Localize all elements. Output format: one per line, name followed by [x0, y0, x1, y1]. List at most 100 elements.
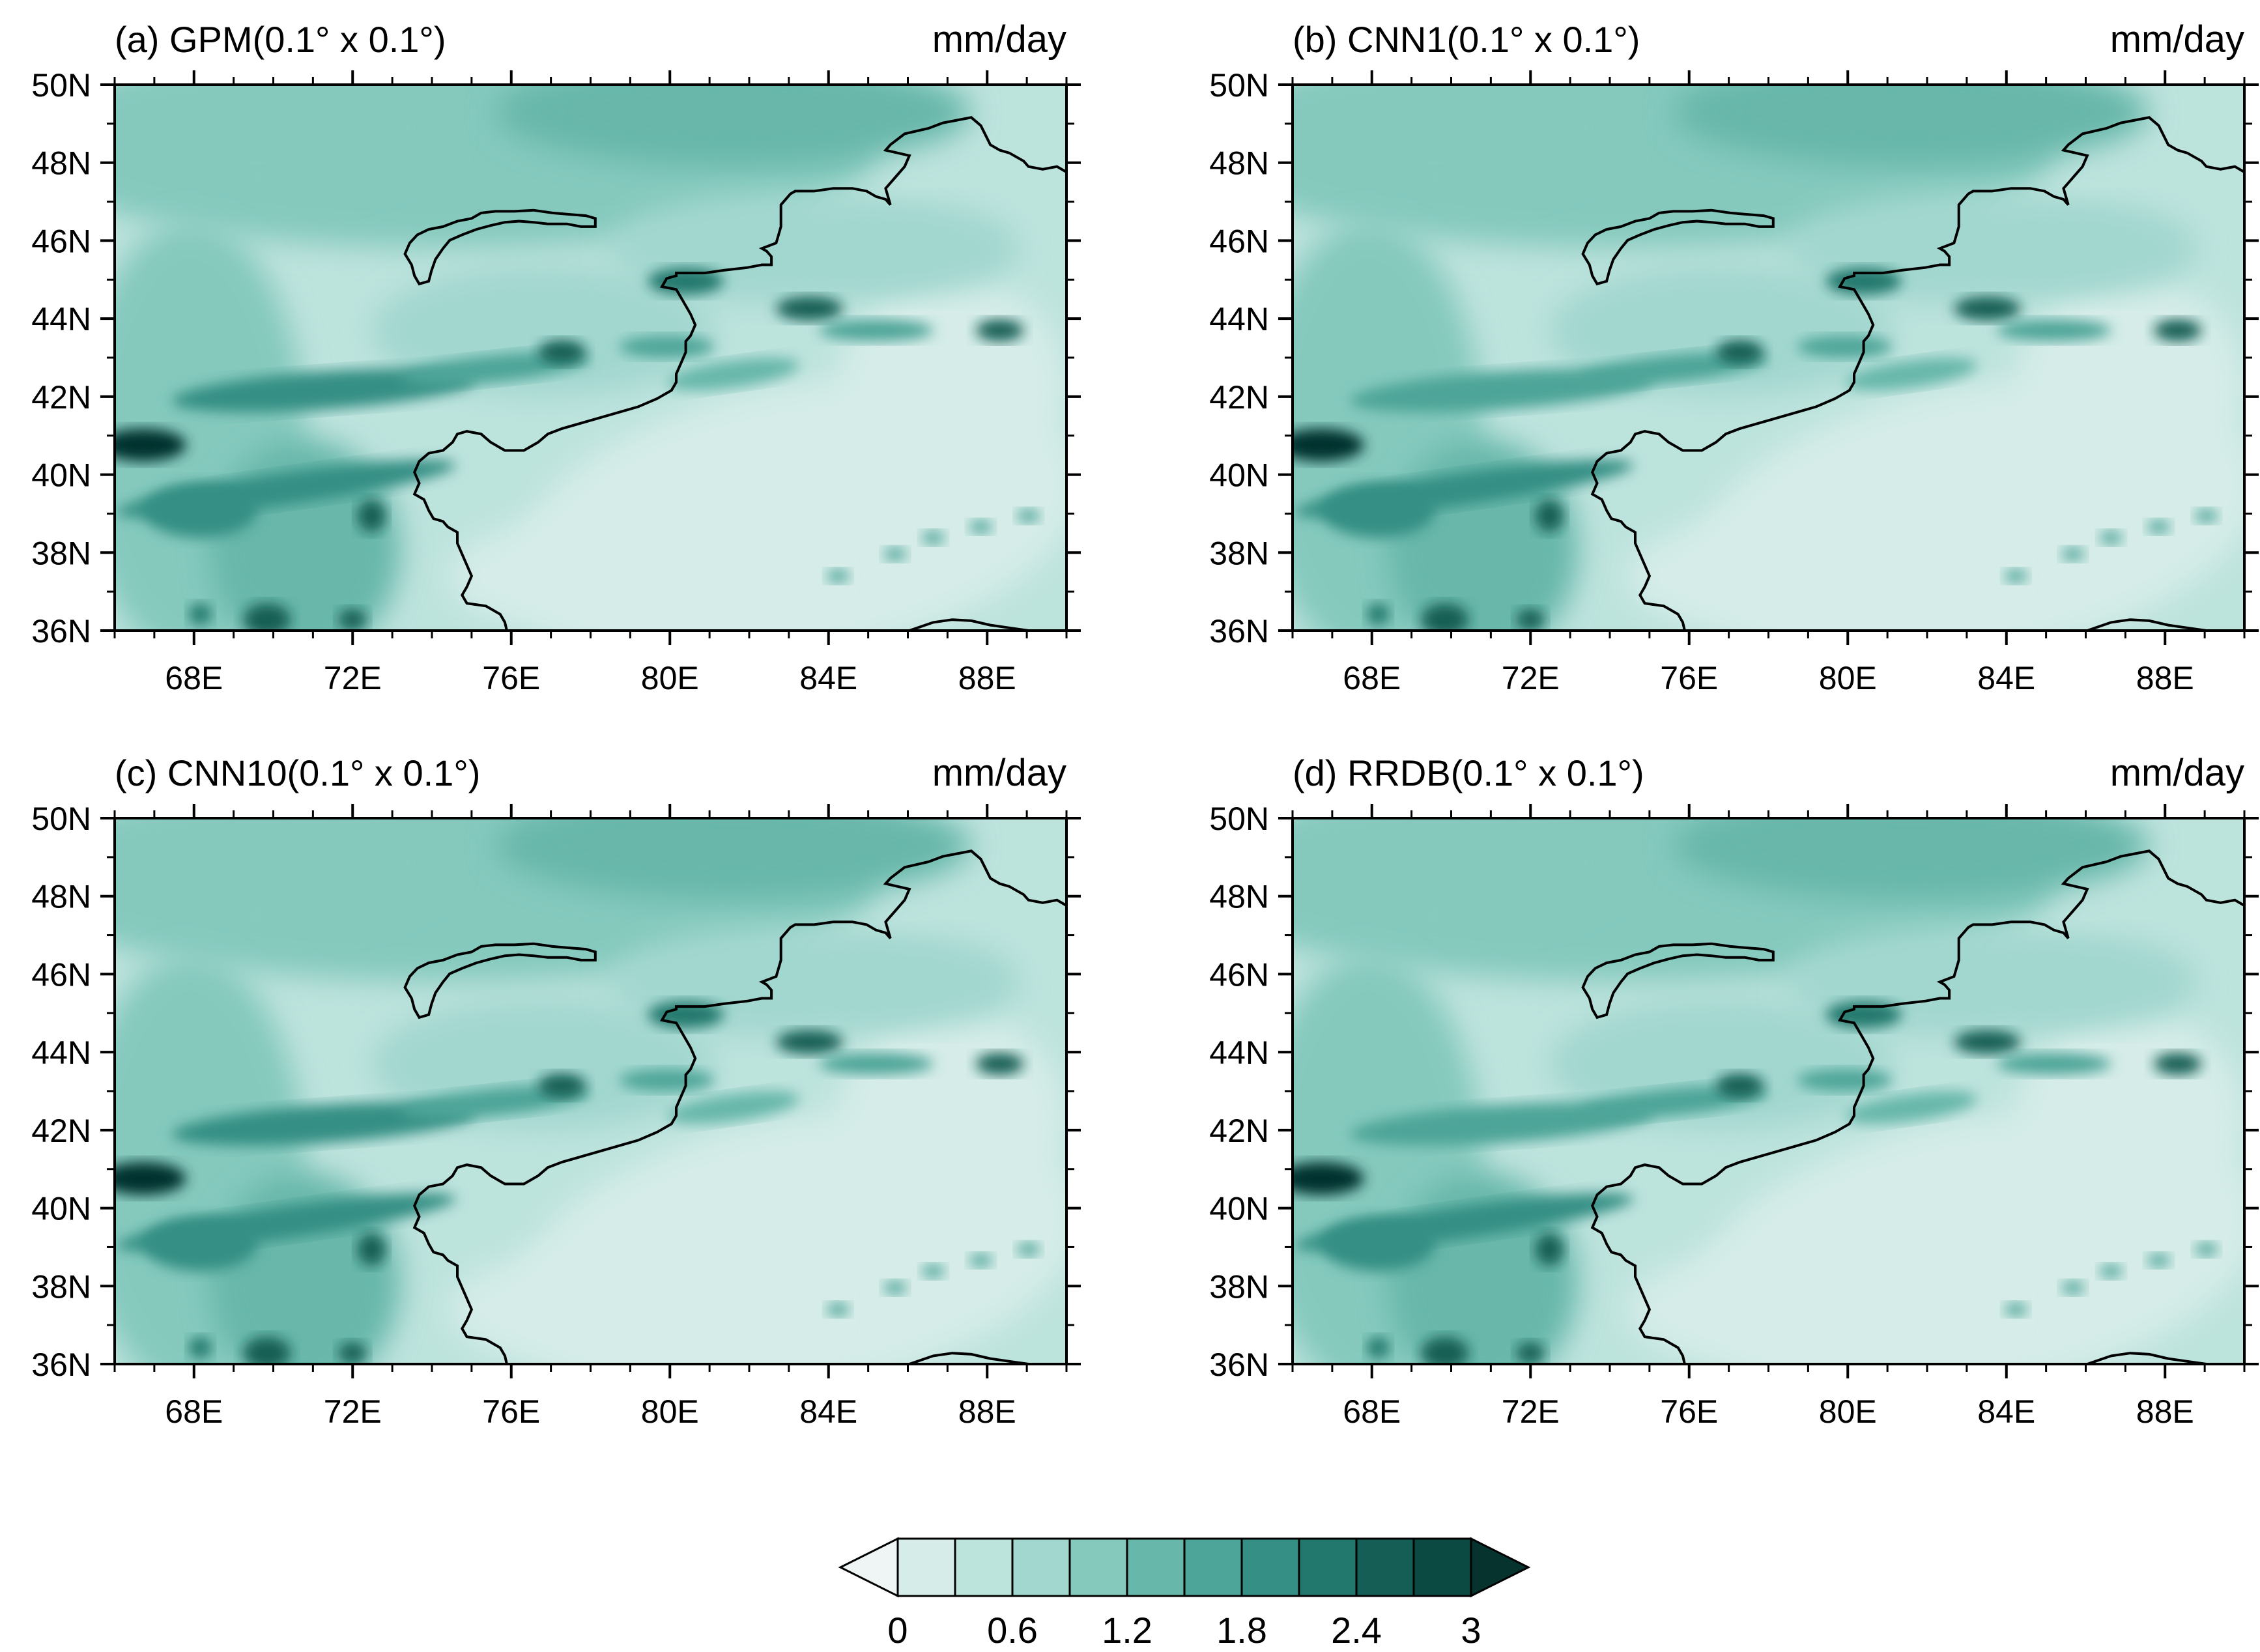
colorbar-box [1068, 1537, 1128, 1597]
colorbar-box [1412, 1537, 1472, 1597]
lat-tick-label: 50N [31, 801, 91, 837]
lat-tick-label: 50N [31, 67, 91, 104]
colorbar-box [1183, 1537, 1243, 1597]
units-label: mm/day [932, 18, 1066, 61]
lat-tick-label: 46N [31, 223, 91, 259]
lat-tick-label: 38N [1209, 1268, 1269, 1305]
panel-title: (d) RRDB(0.1° x 0.1°) [1293, 752, 1644, 793]
lon-tick-label: 80E [1819, 660, 1877, 696]
colorbar-label: 0.6 [987, 1610, 1038, 1651]
panel-b-cnn1: 50N 48N 46N 44N 42N 40N 38N 36N 68E 72E 76E 80E 84E 8… [1209, 18, 2259, 696]
lat-tick-label: 46N [1209, 956, 1269, 993]
lat-tick-label: 40N [31, 1191, 91, 1227]
panel-title: (b) CNN1(0.1° x 0.1°) [1293, 19, 1640, 60]
lat-tick-label: 44N [31, 301, 91, 337]
colorbar: 0 0.6 1.2 1.8 2.4 3 [838, 1537, 1531, 1651]
colorbar-label: 2.4 [1331, 1610, 1382, 1651]
country-border-south [909, 1352, 1029, 1364]
lat-tick-label: 46N [31, 956, 91, 993]
lon-tick-label: 72E [1502, 660, 1560, 696]
lon-tick-label: 68E [1343, 660, 1401, 696]
colorbar-box [1011, 1537, 1071, 1597]
panel-a-gpm: 50N 48N 46N 44N 42N 40N 38N 36N 68E 72E 76E 80E 84E 8… [31, 18, 1081, 696]
lon-tick-label: 68E [165, 660, 223, 696]
lon-tick-label: 88E [2136, 1393, 2194, 1430]
units-label: mm/day [2110, 752, 2244, 794]
colorbar-box [1240, 1537, 1300, 1597]
country-border-south [2087, 1352, 2207, 1364]
colorbar-label: 1.2 [1102, 1610, 1152, 1651]
lat-tick-label: 50N [1209, 67, 1269, 104]
lon-tick-label: 76E [1660, 1393, 1718, 1430]
lat-tick-label: 48N [31, 145, 91, 182]
lon-tick-label: 84E [799, 1393, 857, 1430]
lake-balkhash-outline [1581, 942, 1775, 1019]
country-border [1590, 116, 2244, 631]
colorbar-box [954, 1537, 1014, 1597]
precip-field [115, 85, 1066, 631]
lat-tick-label: 44N [31, 1034, 91, 1071]
precip-field [1293, 85, 2244, 631]
lake-balkhash-outline [403, 942, 597, 1019]
panel-title: (a) GPM(0.1° x 0.1°) [115, 19, 446, 60]
lat-tick-label: 38N [31, 535, 91, 571]
colorbar-box [1355, 1537, 1415, 1597]
units-label: mm/day [932, 752, 1066, 794]
lon-tick-label: 76E [1660, 660, 1718, 696]
country-border [412, 849, 1066, 1364]
colorbar-min-arrow [838, 1537, 899, 1598]
precip-field [115, 818, 1066, 1364]
lat-tick-label: 36N [1209, 1346, 1269, 1383]
colorbar-label: 0 [887, 1610, 908, 1651]
lat-tick-label: 46N [1209, 223, 1269, 259]
lon-tick-label: 84E [799, 660, 857, 696]
country-border [1590, 849, 2244, 1364]
colorbar-label: 1.8 [1216, 1610, 1267, 1651]
lat-tick-label: 40N [1209, 457, 1269, 494]
lat-tick-label: 42N [1209, 1113, 1269, 1149]
colorbar-box [896, 1537, 956, 1597]
lon-tick-label: 88E [2136, 660, 2194, 696]
lon-tick-label: 88E [958, 660, 1016, 696]
lon-tick-label: 76E [482, 660, 540, 696]
lat-tick-label: 42N [31, 379, 91, 416]
lon-tick-label: 76E [482, 1393, 540, 1430]
colorbar-box [1298, 1537, 1358, 1597]
lat-tick-label: 40N [1209, 1191, 1269, 1227]
lat-tick-label: 36N [31, 613, 91, 649]
colorbar-label: 3 [1461, 1610, 1481, 1651]
panel-title: (c) CNN10(0.1° x 0.1°) [115, 752, 480, 793]
lon-tick-label: 72E [324, 1393, 382, 1430]
lat-tick-label: 48N [1209, 145, 1269, 182]
lat-tick-label: 36N [1209, 613, 1269, 649]
panel-c-cnn10: 50N 48N 46N 44N 42N 40N 38N 36N 68E 72E 76E 80E 84E 8… [31, 752, 1081, 1430]
lon-tick-label: 72E [324, 660, 382, 696]
lake-balkhash-outline [403, 208, 597, 286]
lon-tick-label: 84E [1977, 660, 2035, 696]
lake-balkhash-outline [1581, 208, 1775, 286]
lon-tick-label: 80E [1819, 1393, 1877, 1430]
lat-tick-label: 44N [1209, 1034, 1269, 1071]
country-border-south [909, 618, 1029, 631]
lat-tick-label: 38N [31, 1268, 91, 1305]
lon-tick-label: 88E [958, 1393, 1016, 1430]
lat-tick-label: 38N [1209, 535, 1269, 571]
lon-tick-label: 80E [641, 660, 699, 696]
lon-tick-label: 72E [1502, 1393, 1560, 1430]
lat-tick-label: 40N [31, 457, 91, 494]
lat-tick-label: 50N [1209, 801, 1269, 837]
lat-tick-label: 36N [31, 1346, 91, 1383]
colorbar-max-arrow [1470, 1537, 1531, 1598]
lat-tick-label: 42N [1209, 379, 1269, 416]
lon-tick-label: 68E [165, 1393, 223, 1430]
lon-tick-label: 80E [641, 1393, 699, 1430]
panel-d-rrdb: 50N 48N 46N 44N 42N 40N 38N 36N 68E 72E 76E 80E 84E 8… [1209, 752, 2259, 1430]
lat-tick-label: 42N [31, 1113, 91, 1149]
lat-tick-label: 48N [31, 879, 91, 915]
lon-tick-label: 84E [1977, 1393, 2035, 1430]
precip-field [1293, 818, 2244, 1364]
units-label: mm/day [2110, 18, 2244, 61]
colorbar-box [1126, 1537, 1186, 1597]
lat-tick-label: 48N [1209, 879, 1269, 915]
